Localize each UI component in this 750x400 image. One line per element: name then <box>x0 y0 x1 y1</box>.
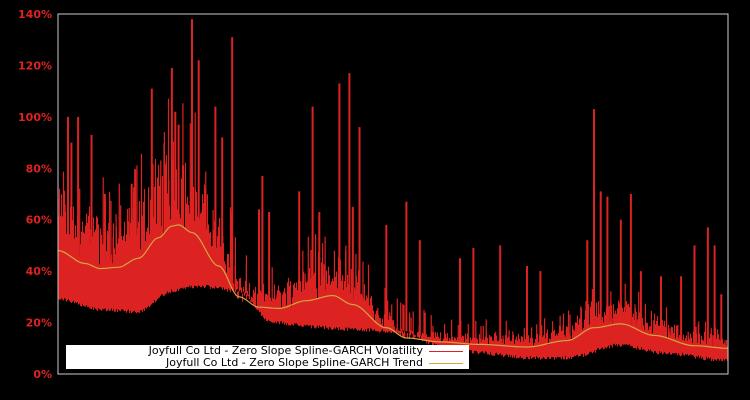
legend-item-trend: Joyfull Co Ltd - Zero Slope Spline-GARCH… <box>166 357 423 369</box>
legend-swatch-trend <box>429 363 463 364</box>
legend-label-trend: Joyfull Co Ltd - Zero Slope Spline-GARCH… <box>166 356 423 369</box>
y-tick-label: 20% <box>26 317 52 330</box>
y-tick-label: 140% <box>18 8 52 21</box>
trend-series-line <box>57 224 728 349</box>
y-tick-label: 0% <box>33 368 52 381</box>
legend-swatch-volatility <box>429 351 463 352</box>
legend: Joyfull Co Ltd - Zero Slope Spline-GARCH… <box>66 345 469 369</box>
y-tick-label: 40% <box>26 265 52 278</box>
y-tick-label: 120% <box>18 59 52 72</box>
y-tick-label: 60% <box>26 214 52 227</box>
y-tick-label: 100% <box>18 111 52 124</box>
y-axis: 0% 20% 40% 60% 80% 100% 120% 140% <box>18 8 52 381</box>
volatility-series <box>57 19 729 362</box>
y-tick-label: 80% <box>26 162 52 175</box>
plot-area <box>57 19 729 362</box>
volatility-spikes-major <box>63 19 723 359</box>
plot-frame <box>57 13 729 375</box>
legend-item-volatility: Joyfull Co Ltd - Zero Slope Spline-GARCH… <box>149 345 423 357</box>
volatility-band <box>57 141 729 362</box>
legend-label-volatility: Joyfull Co Ltd - Zero Slope Spline-GARCH… <box>148 344 423 357</box>
